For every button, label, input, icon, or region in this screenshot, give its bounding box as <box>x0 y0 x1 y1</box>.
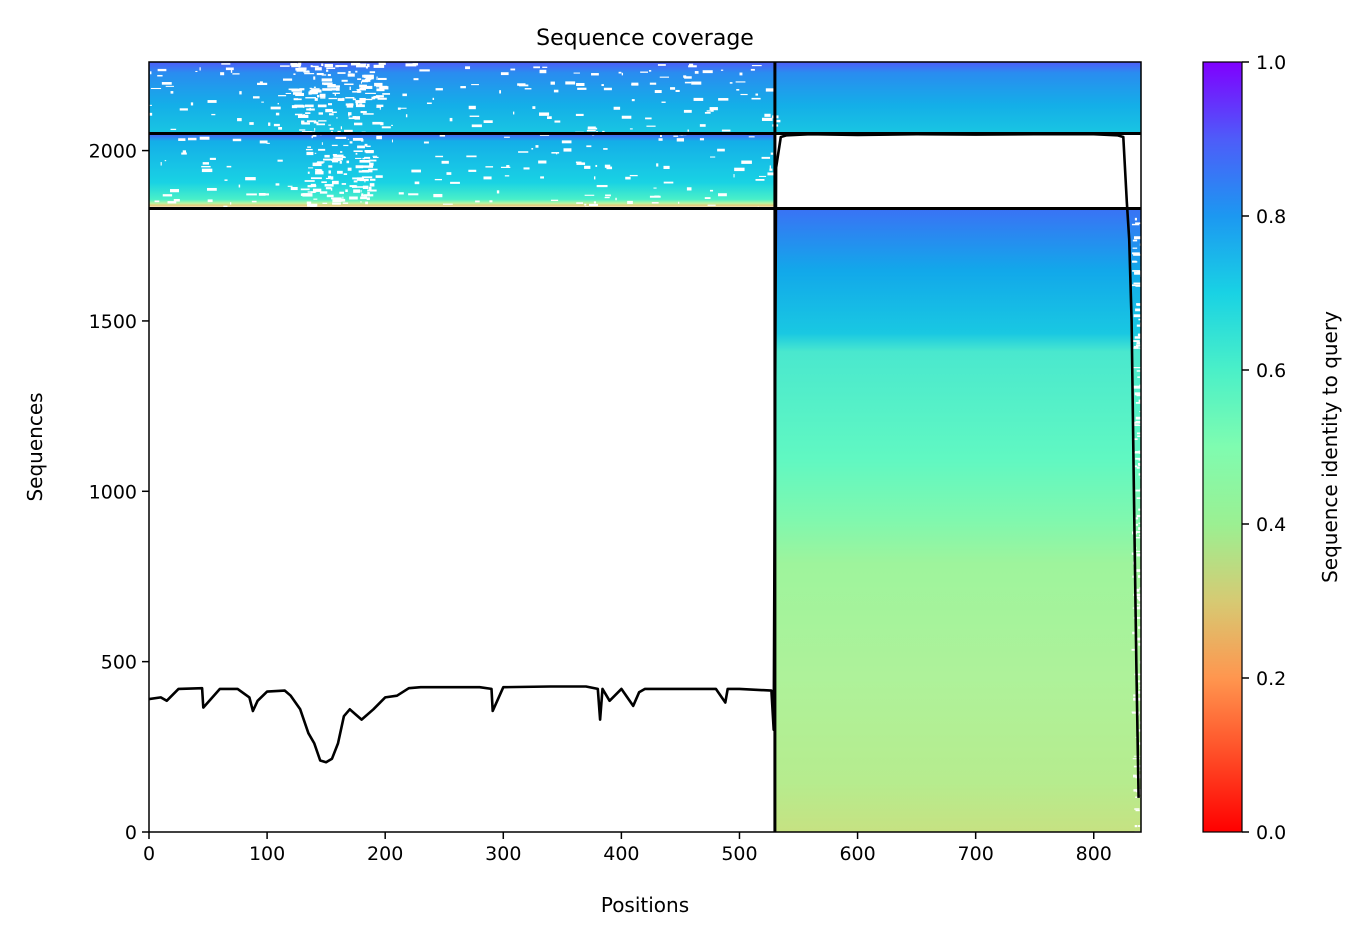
x-tick-label: 400 <box>603 843 639 865</box>
plot-area <box>149 62 1141 832</box>
x-axis: 0 100 200 300 400 500 600 700 800 <box>143 832 1112 865</box>
alignment-blocks <box>149 62 1141 832</box>
alignment-block <box>149 133 775 209</box>
x-tick-label: 100 <box>249 843 285 865</box>
x-tick-label: 800 <box>1076 843 1112 865</box>
plot-frame <box>148 61 1142 833</box>
colorbar: 0.0 0.2 0.4 0.6 0.8 1.0 Sequence identity to … <box>1202 52 1342 844</box>
x-tick-label: 300 <box>485 843 521 865</box>
y-axis-label: Sequences <box>23 392 47 501</box>
x-axis-label: Positions <box>601 893 689 917</box>
alignment-block <box>774 208 1141 832</box>
y-tick-label: 500 <box>101 652 137 674</box>
x-tick-label: 200 <box>367 843 403 865</box>
x-tick-label: 600 <box>839 843 875 865</box>
colorbar-tick-label: 0.0 <box>1256 822 1286 844</box>
chart-title: Sequence coverage <box>536 26 754 51</box>
x-tick-label: 700 <box>958 843 994 865</box>
block-separators <box>149 62 1141 832</box>
colorbar-tick-label: 1.0 <box>1256 52 1286 74</box>
y-tick-label: 2000 <box>89 141 137 163</box>
colorbar-tick-label: 0.8 <box>1256 206 1286 228</box>
colorbar-tick-label: 0.2 <box>1256 668 1286 690</box>
x-tick-label: 0 <box>143 843 155 865</box>
colorbar-gradient <box>1202 61 1243 833</box>
colorbar-tick-label: 0.6 <box>1256 360 1286 382</box>
colorbar-label: Sequence identity to query <box>1318 311 1342 583</box>
y-tick-label: 0 <box>125 822 137 844</box>
colorbar-tick-label: 0.4 <box>1256 514 1286 536</box>
x-tick-label: 500 <box>721 843 757 865</box>
y-tick-label: 1000 <box>89 481 137 503</box>
y-tick-label: 1500 <box>89 311 137 333</box>
y-axis: 0 500 1000 1500 2000 <box>89 141 149 844</box>
colorbar-ticks: 0.0 0.2 0.4 0.6 0.8 1.0 <box>1242 52 1286 844</box>
